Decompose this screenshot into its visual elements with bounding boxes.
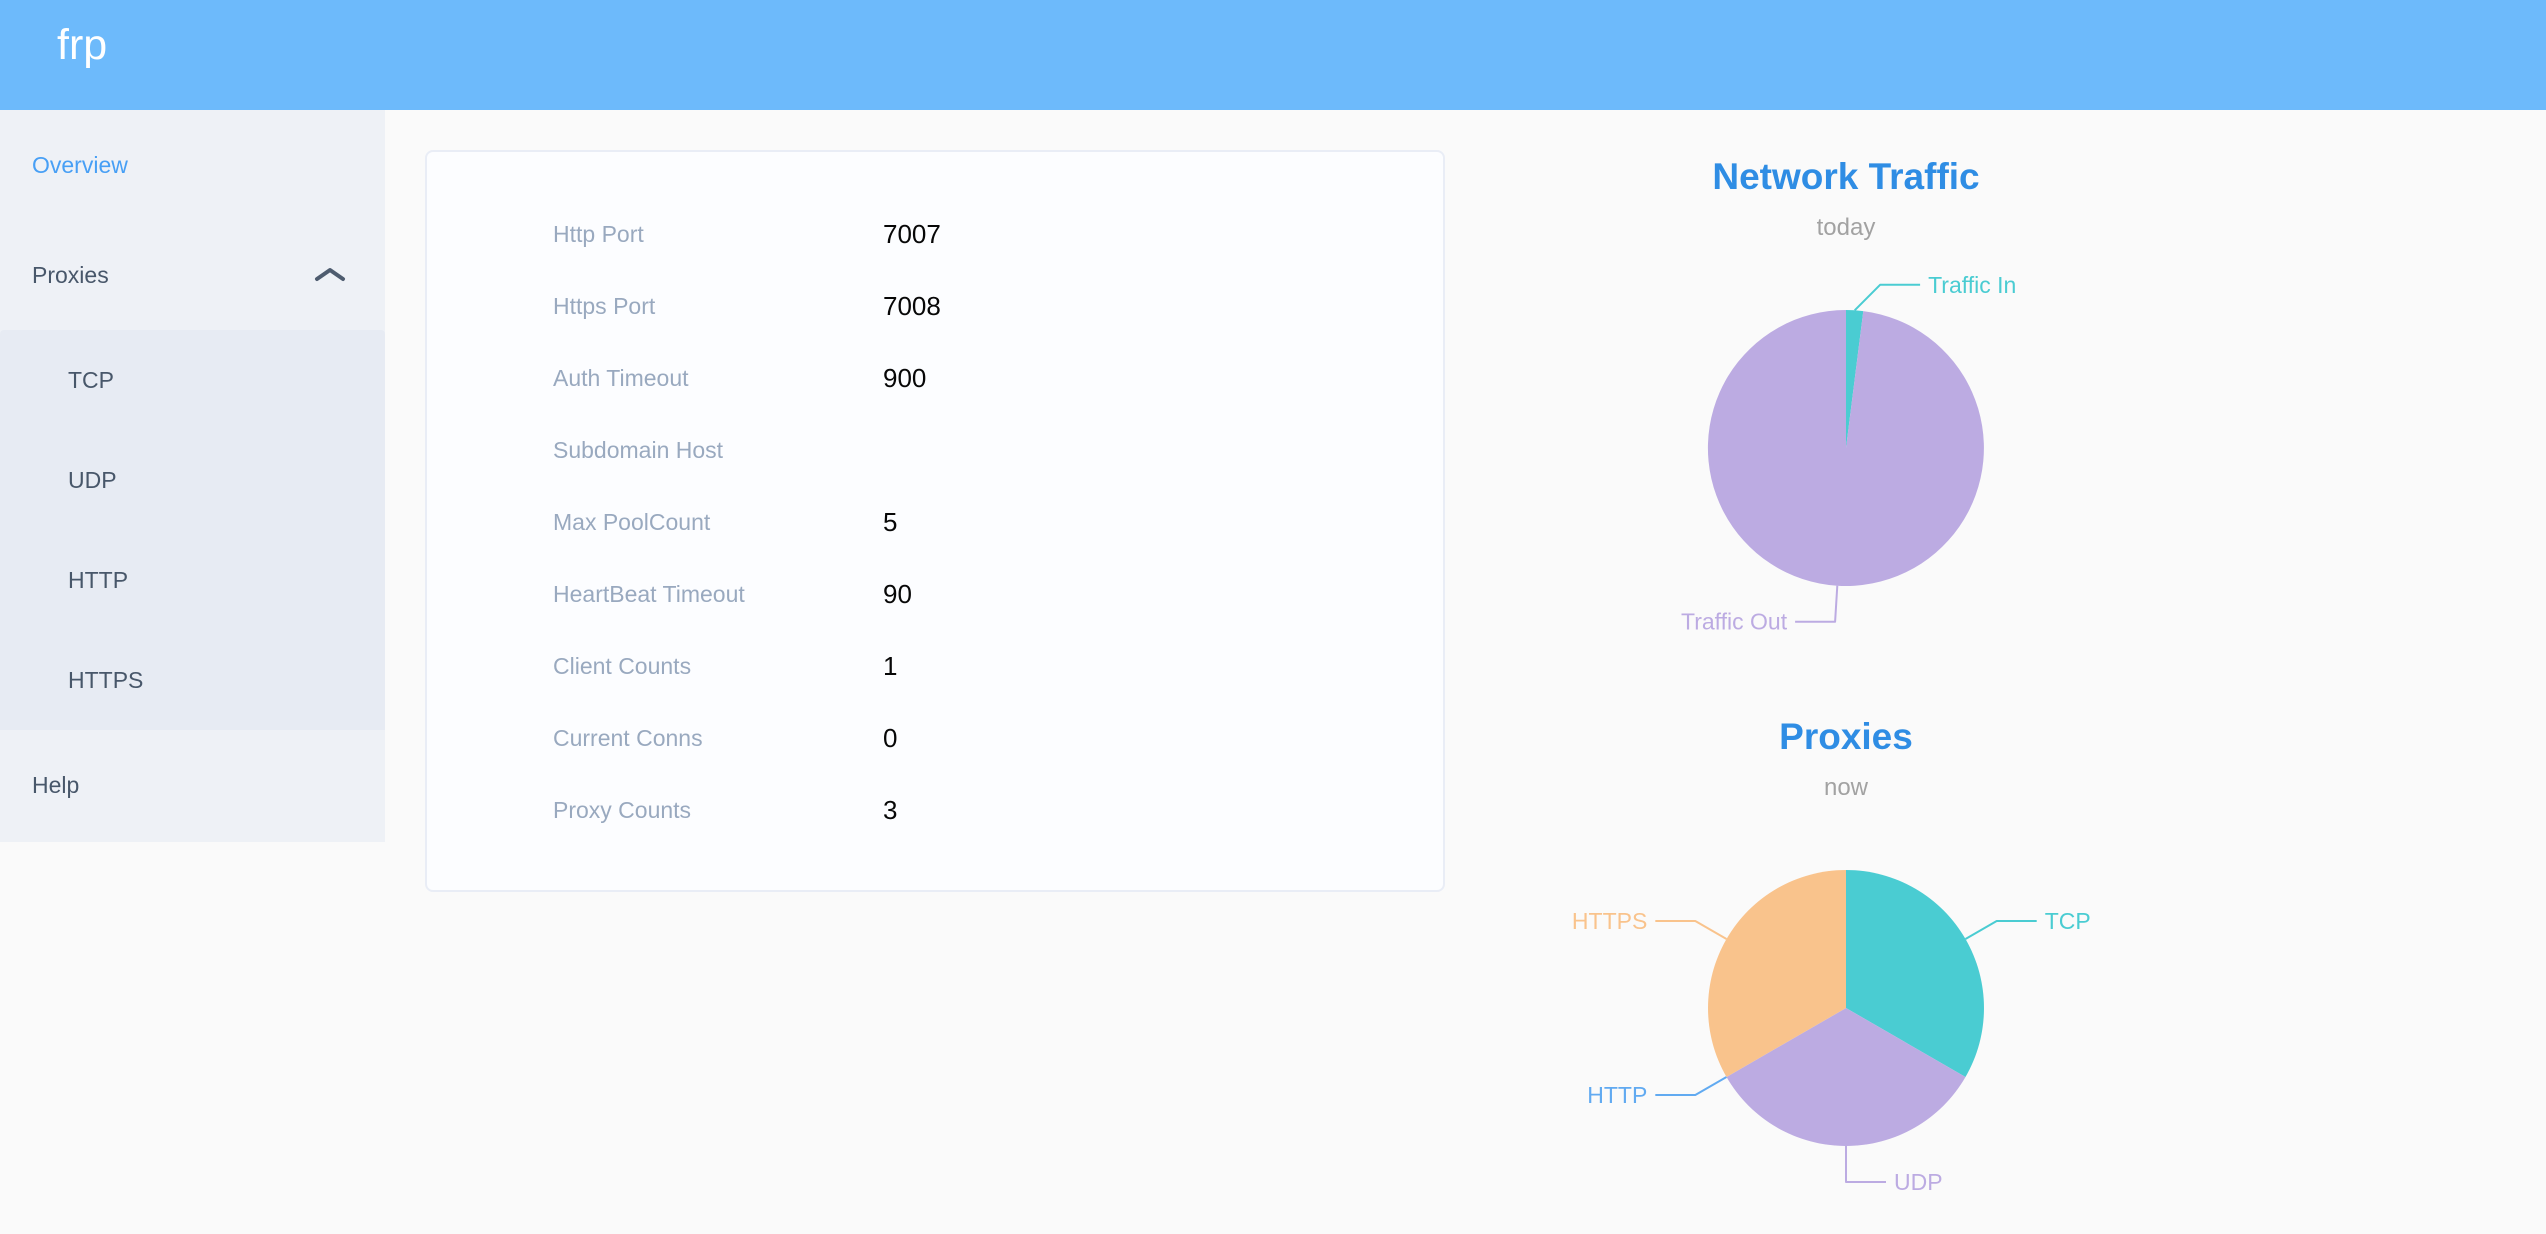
sidebar-item-proxies[interactable]: Proxies xyxy=(0,220,385,330)
pie-label-traffic-out: Traffic Out xyxy=(1681,609,1788,635)
info-value-max-poolcount: 5 xyxy=(883,506,898,537)
table-row: Proxy Counts 3 xyxy=(427,774,1443,846)
info-label-subdomain-host: Subdomain Host xyxy=(553,436,724,463)
network-traffic-pie: Traffic In Traffic Out xyxy=(1681,272,2016,635)
pie-label-line-tcp xyxy=(1965,920,2037,940)
sidebar-item-tcp[interactable]: TCP xyxy=(68,367,114,393)
sidebar-submenu: TCP UDP HTTP HTTPS xyxy=(0,330,385,730)
table-row: Subdomain Host xyxy=(427,414,1443,486)
proxies-title: Proxies xyxy=(1779,716,1913,757)
sidebar-item-overview[interactable]: Overview xyxy=(32,152,128,178)
info-value-heartbeat-timeout: 90 xyxy=(883,578,912,609)
sidebar-item-https[interactable]: HTTPS xyxy=(68,667,144,693)
app-header: frp xyxy=(0,0,2546,110)
proxies-subtitle: now xyxy=(1823,774,1869,801)
app-logo: frp xyxy=(57,21,108,69)
info-value-current-conns: 0 xyxy=(883,722,898,753)
pie-label-traffic-in: Traffic In xyxy=(1928,272,2016,298)
pie-label-line-traffic-out xyxy=(1795,585,1839,623)
info-value-https-port: 7008 xyxy=(883,290,941,321)
sidebar: Overview Proxies TCP UDP HTTP HTTPS Help xyxy=(0,110,385,842)
table-row: Client Counts 1 xyxy=(427,630,1443,702)
pie-slice-udp xyxy=(1726,1008,1966,1146)
info-value-http-port: 7007 xyxy=(883,218,941,249)
network-traffic-subtitle: today xyxy=(1816,214,1876,241)
info-value-proxy-counts: 3 xyxy=(883,794,898,825)
sidebar-item-udp[interactable]: UDP xyxy=(68,467,117,493)
info-label-heartbeat-timeout: HeartBeat Timeout xyxy=(553,580,745,607)
proxies-chart: Proxies now TCP UDP HTTP HTTPS xyxy=(1416,718,2276,1234)
table-row: HeartBeat Timeout 90 xyxy=(427,558,1443,630)
info-label-client-counts: Client Counts xyxy=(553,652,692,679)
pie-slice-https xyxy=(1708,870,1846,1077)
table-row: Max PoolCount 5 xyxy=(427,486,1443,558)
info-label-auth-timeout: Auth Timeout xyxy=(553,364,689,391)
info-label-current-conns: Current Conns xyxy=(553,724,703,751)
pie-label-line-traffic-in xyxy=(1853,283,1921,312)
sidebar-item-help[interactable]: Help xyxy=(32,772,80,798)
network-traffic-title: Network Traffic xyxy=(1712,156,1980,197)
pie-label-https: HTTPS xyxy=(1572,908,1647,934)
chevron-up-icon xyxy=(313,220,347,330)
pie-label-line-https xyxy=(1655,920,1727,940)
table-row: Auth Timeout 900 xyxy=(427,342,1443,414)
pie-slice-tcp xyxy=(1846,870,1984,1077)
pie-label-http: HTTP xyxy=(1587,1082,1647,1108)
sidebar-item-proxies-label: Proxies xyxy=(32,262,109,288)
info-label-https-port: Https Port xyxy=(553,292,656,319)
info-label-http-port: Http Port xyxy=(553,220,644,247)
pie-slice-traffic-in xyxy=(1846,310,1864,448)
info-value-auth-timeout: 900 xyxy=(883,362,927,393)
pie-label-line-http xyxy=(1655,1076,1727,1096)
info-value-client-counts: 1 xyxy=(883,650,898,681)
server-info-card: Http Port 7007 Https Port 7008 Auth Timeout 9… xyxy=(425,150,1445,892)
pie-slice-traffic-out xyxy=(1707,309,1984,586)
sidebar-item-http[interactable]: HTTP xyxy=(68,567,129,593)
info-label-max-poolcount: Max PoolCount xyxy=(553,508,711,535)
server-info-table: Http Port 7007 Https Port 7008 Auth Timeout 9… xyxy=(427,152,1443,846)
network-traffic-chart: Network Traffic today Traffic In Traffic … xyxy=(1416,158,2276,718)
proxies-pie: TCP UDP HTTP HTTPS xyxy=(1572,870,2091,1195)
pie-label-line-udp xyxy=(1845,1146,1886,1183)
table-row: Https Port 7008 xyxy=(427,270,1443,342)
table-row: Current Conns 0 xyxy=(427,702,1443,774)
pie-label-tcp: TCP xyxy=(2045,908,2091,934)
pie-label-udp: UDP xyxy=(1894,1169,1943,1195)
info-label-proxy-counts: Proxy Counts xyxy=(553,796,692,823)
table-row: Http Port 7007 xyxy=(427,198,1443,270)
